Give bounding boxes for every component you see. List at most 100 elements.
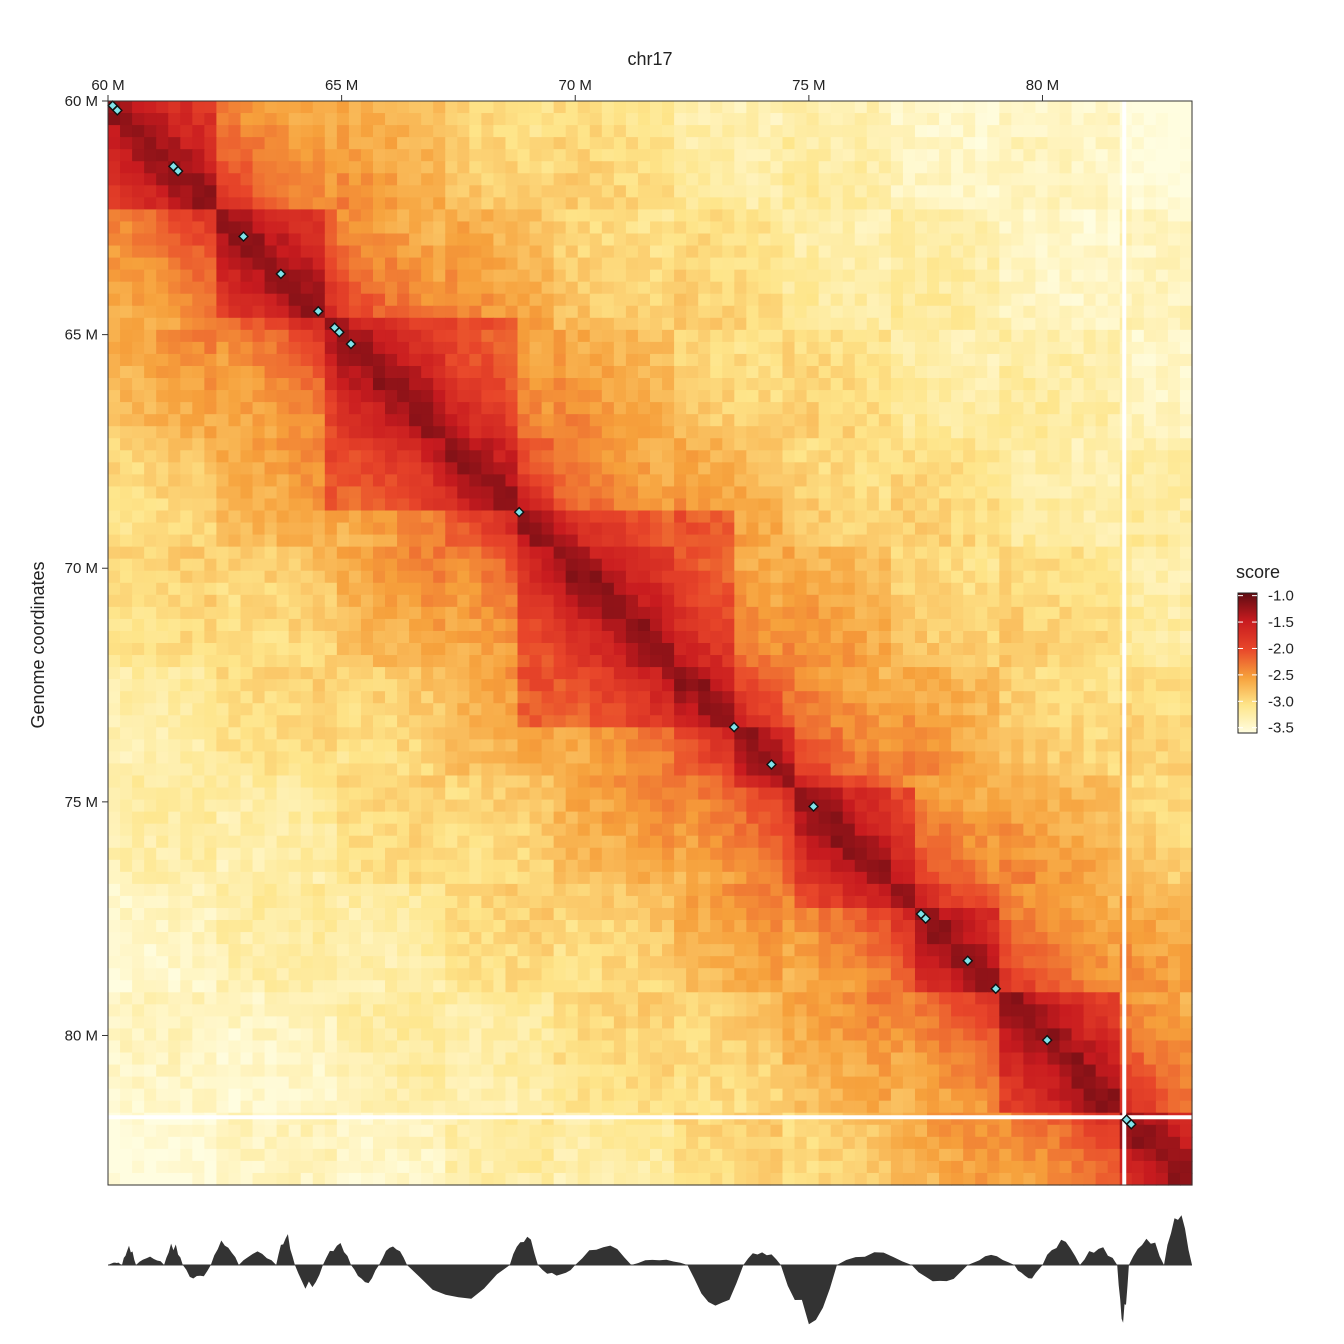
heatmap-cell [927, 341, 940, 355]
heatmap-cell [276, 113, 290, 126]
heatmap-cell [589, 679, 603, 692]
heatmap-cell [927, 221, 940, 235]
heatmap-cell [698, 414, 711, 427]
heatmap-cell [565, 390, 579, 403]
heatmap-cell [421, 414, 434, 427]
heatmap-cell [288, 727, 302, 740]
heatmap-cell [336, 378, 350, 391]
heatmap-cell [650, 474, 663, 488]
heatmap-cell [589, 438, 603, 451]
heatmap-cell [409, 161, 422, 174]
heatmap-cell [228, 185, 242, 198]
heatmap-cell [939, 402, 952, 415]
heatmap-cell [1107, 305, 1121, 319]
heatmap-cell [674, 365, 687, 379]
heatmap-cell [216, 643, 230, 656]
heatmap-cell [710, 390, 723, 403]
heatmap-cell [385, 269, 398, 283]
heatmap-cell [854, 125, 868, 138]
heatmap-cell [818, 643, 832, 656]
heatmap-cell [927, 390, 940, 403]
heatmap-cell [1035, 426, 1049, 439]
heatmap-cell [698, 510, 711, 524]
heatmap-cell [1179, 353, 1193, 367]
heatmap-cell [108, 763, 121, 777]
heatmap-cell [240, 149, 254, 162]
heatmap-cell [601, 197, 615, 210]
heatmap-cell [372, 426, 386, 439]
heatmap-cell [433, 546, 446, 560]
heatmap-cell [589, 727, 603, 740]
heatmap-cell [312, 630, 326, 644]
heatmap-cell [698, 113, 711, 126]
heatmap-cell [951, 329, 964, 343]
heatmap-cell [1155, 438, 1169, 451]
heatmap-cell [312, 101, 326, 114]
heatmap-cell [132, 630, 145, 644]
heatmap-cell [264, 426, 278, 439]
heatmap-cell [348, 438, 362, 451]
heatmap-cell [433, 558, 446, 572]
heatmap-cell [987, 438, 1000, 451]
heatmap-cell [987, 510, 1000, 524]
heatmap-cell [734, 101, 747, 114]
heatmap-cell [902, 293, 916, 307]
heatmap-cell [1023, 137, 1037, 150]
heatmap-cell [1107, 329, 1121, 343]
heatmap-cell [1131, 715, 1145, 728]
heatmap-cell [601, 390, 615, 403]
heatmap-cell [1107, 643, 1121, 656]
heatmap-cell [1047, 522, 1061, 536]
heatmap-cell [216, 101, 230, 114]
heatmap-cell [336, 715, 350, 728]
heatmap-cell [1131, 618, 1145, 632]
heatmap-cell [1107, 558, 1121, 572]
heatmap-cell [854, 498, 868, 512]
heatmap-cell [854, 353, 868, 367]
heatmap-cell [204, 643, 217, 656]
heatmap-cell [975, 450, 988, 463]
heatmap-cell [300, 245, 314, 259]
heatmap-cell [445, 498, 458, 512]
heatmap-cell [144, 534, 157, 548]
heatmap-cell [710, 221, 723, 235]
heatmap-cell [108, 570, 121, 584]
heatmap-cell [1143, 137, 1157, 150]
heatmap-cell [1155, 715, 1169, 728]
heatmap-cell [939, 269, 952, 283]
heatmap-cell [348, 703, 362, 716]
heatmap-cell [132, 462, 145, 475]
heatmap-cell [481, 317, 495, 331]
heatmap-cell [433, 281, 446, 295]
heatmap-cell [577, 558, 591, 572]
heatmap-cell [842, 353, 856, 367]
heatmap-cell [1179, 582, 1193, 596]
heatmap-cell [276, 594, 290, 608]
heatmap-cell [637, 450, 651, 463]
heatmap-cell [902, 269, 916, 283]
heatmap-cell [156, 643, 169, 656]
heatmap-cell [662, 125, 675, 138]
heatmap-cell [288, 594, 302, 608]
heatmap-cell [469, 269, 482, 283]
heatmap-cell [276, 125, 290, 138]
heatmap-cell [794, 137, 808, 150]
heatmap-cell [662, 281, 675, 295]
heatmap-cell [1059, 558, 1073, 572]
heatmap-cell [168, 378, 181, 391]
heatmap-cell [1035, 329, 1049, 343]
heatmap-cell [397, 643, 410, 656]
heatmap-cell [878, 727, 892, 740]
heatmap-cell [818, 341, 832, 355]
heatmap-cell [698, 450, 711, 463]
heatmap-cell [601, 149, 615, 162]
heatmap-cell [1071, 173, 1085, 186]
heatmap-cell [481, 125, 495, 138]
heatmap-cell [589, 341, 603, 355]
heatmap-cell [613, 715, 627, 728]
heatmap-cell [1095, 546, 1109, 560]
heatmap-cell [637, 185, 651, 198]
heatmap-cell [842, 329, 856, 343]
heatmap-cell [1083, 739, 1097, 752]
heatmap-cell [264, 534, 278, 548]
